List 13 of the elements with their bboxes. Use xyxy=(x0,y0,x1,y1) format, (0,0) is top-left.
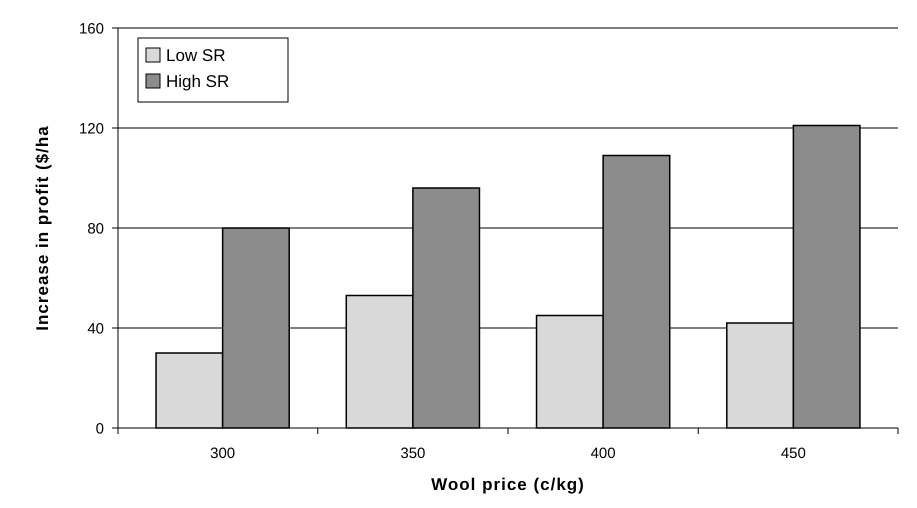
legend-label: High SR xyxy=(166,72,230,91)
x-tick-label: 350 xyxy=(400,445,426,462)
x-tick-label: 400 xyxy=(590,445,616,462)
x-axis-title: Wool price (c/kg) xyxy=(431,475,585,494)
y-tick-label: 0 xyxy=(96,420,104,438)
x-tick-label: 450 xyxy=(780,445,806,462)
legend-label: Low SR xyxy=(166,46,226,65)
y-tick-label: 80 xyxy=(87,220,104,238)
y-tick-label: 120 xyxy=(78,120,104,138)
y-tick-label: 160 xyxy=(78,20,104,38)
x-tick-label: 300 xyxy=(210,445,236,462)
y-tick-label: 40 xyxy=(87,320,104,338)
y-axis-title: Increase in profit ($/ha xyxy=(33,125,52,331)
